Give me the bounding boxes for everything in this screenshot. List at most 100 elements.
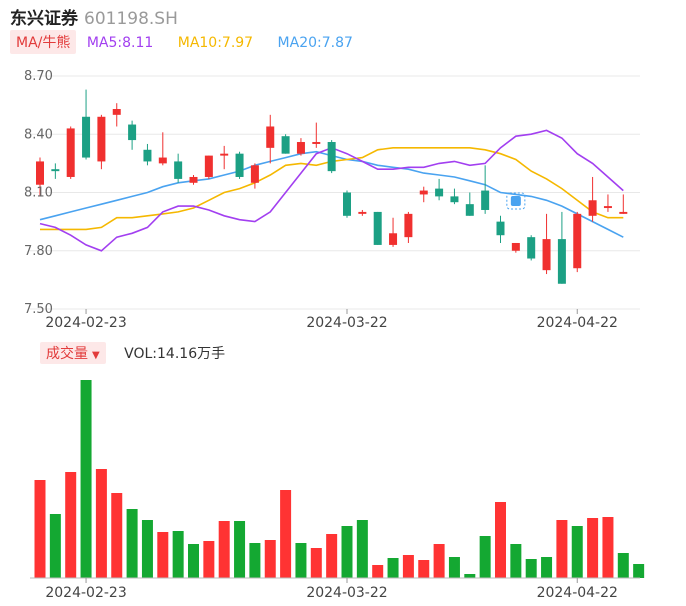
candle-body (588, 200, 597, 216)
volume-bar (356, 520, 368, 578)
volume-bar (341, 526, 353, 578)
candle-body (112, 109, 121, 115)
candle-body (496, 221, 505, 236)
volume-bar (249, 543, 261, 578)
volume-bar (387, 558, 399, 578)
volume-bar (310, 548, 322, 578)
volume-bar (525, 559, 537, 578)
volume-bar (495, 502, 506, 578)
candle-body (511, 242, 520, 251)
volume-bars (30, 380, 645, 579)
volume-bar (95, 469, 107, 578)
date-axis: 2024-02-23 2024-03-22 2024-04-22 (45, 309, 618, 331)
volume-bar (602, 517, 614, 578)
y-tick-label: 8.40 (24, 127, 53, 142)
volume-bar (80, 380, 92, 578)
candle-body (36, 161, 44, 185)
volume-legend: 成交量 ▼ VOL:14.16万手 (40, 342, 225, 364)
stock-header: 东兴证券 601198.SH (10, 4, 178, 29)
candle-body (481, 190, 490, 210)
candle-body (450, 196, 459, 203)
event-marker-icon (506, 192, 526, 210)
ma5-label: MA5:8.11 (86, 35, 154, 51)
ma20-label: MA20:7.87 (277, 35, 353, 51)
y-tick-label: 7.80 (24, 244, 53, 259)
volume-indicator-toggle[interactable]: 成交量 ▼ (40, 342, 106, 364)
volume-bar (464, 574, 476, 578)
volume-bar (448, 557, 460, 578)
candle-body (174, 161, 183, 179)
candle-body (97, 116, 106, 162)
candle-body (204, 155, 213, 177)
volume-bar (418, 560, 430, 578)
volume-bar (203, 541, 215, 578)
price-axis: 8.70 8.40 8.10 7.80 7.50 (24, 69, 53, 317)
candle-body (296, 142, 305, 154)
volume-x-tick-label: 2024-04-22 (537, 585, 618, 601)
volume-bar (633, 564, 645, 578)
x-tick-label: 2024-04-22 (537, 315, 618, 331)
candle-body (327, 142, 336, 172)
x-tick-label: 2024-02-23 (45, 315, 126, 331)
event-marker-dot (510, 196, 521, 206)
candle-body (189, 176, 198, 183)
candle-body (82, 116, 91, 158)
candle-body (527, 237, 536, 259)
candle-body (143, 149, 152, 162)
volume-bar (556, 520, 568, 578)
volume-bar (65, 472, 77, 578)
candle-body (281, 136, 290, 154)
candle-body (389, 233, 398, 245)
candle-body (465, 204, 474, 216)
volume-bar (510, 544, 522, 578)
candle-body (373, 211, 382, 245)
volume-bar (264, 540, 276, 578)
volume-bar (541, 557, 553, 578)
candle-body (419, 190, 428, 195)
candle-body (603, 206, 612, 209)
event-marker[interactable] (506, 192, 526, 210)
volume-bar (172, 531, 184, 578)
volume-bar (433, 544, 445, 578)
y-tick-label: 7.50 (24, 302, 53, 317)
volume-bar (617, 553, 629, 578)
volume-bar (326, 534, 338, 578)
volume-bar (157, 532, 169, 578)
volume-bar (126, 509, 138, 578)
stock-name: 东兴证券 (10, 9, 78, 29)
volume-bar (49, 514, 61, 578)
volume-bar (372, 565, 384, 578)
volume-bar (571, 526, 583, 578)
volume-bar (141, 520, 153, 578)
volume-bar (280, 490, 292, 578)
volume-bar (402, 555, 414, 578)
volume-bar (479, 536, 491, 578)
candle-body (66, 128, 75, 177)
volume-toggle-label: 成交量 (46, 346, 88, 362)
candle-body (235, 153, 244, 177)
stock-code: 601198.SH (84, 9, 178, 29)
volume-bar (188, 544, 199, 578)
caret-down-icon: ▼ (92, 350, 100, 361)
candle-body (312, 142, 321, 144)
price-grid (30, 75, 640, 310)
volume-bar (587, 518, 599, 578)
candle-body (266, 126, 275, 148)
candle-body (158, 157, 167, 164)
volume-bar (218, 521, 230, 578)
y-tick-label: 8.70 (24, 69, 53, 84)
candle-body (619, 211, 628, 214)
ma-legend: MA/牛熊 MA5:8.11 MA10:7.97 MA20:7.87 (10, 30, 373, 54)
candle-body (250, 165, 259, 183)
volume-bar (34, 480, 46, 578)
ma-indicator-toggle[interactable]: MA/牛熊 (10, 30, 77, 54)
candle-body (358, 211, 367, 214)
x-tick-label: 2024-03-22 (306, 315, 387, 331)
candle-body (343, 192, 351, 216)
candle-body (435, 188, 444, 197)
candle-body (404, 213, 413, 238)
volume-bar (234, 521, 246, 578)
volume-x-tick-label: 2024-03-22 (306, 585, 387, 601)
ma10-label: MA10:7.97 (177, 35, 254, 51)
